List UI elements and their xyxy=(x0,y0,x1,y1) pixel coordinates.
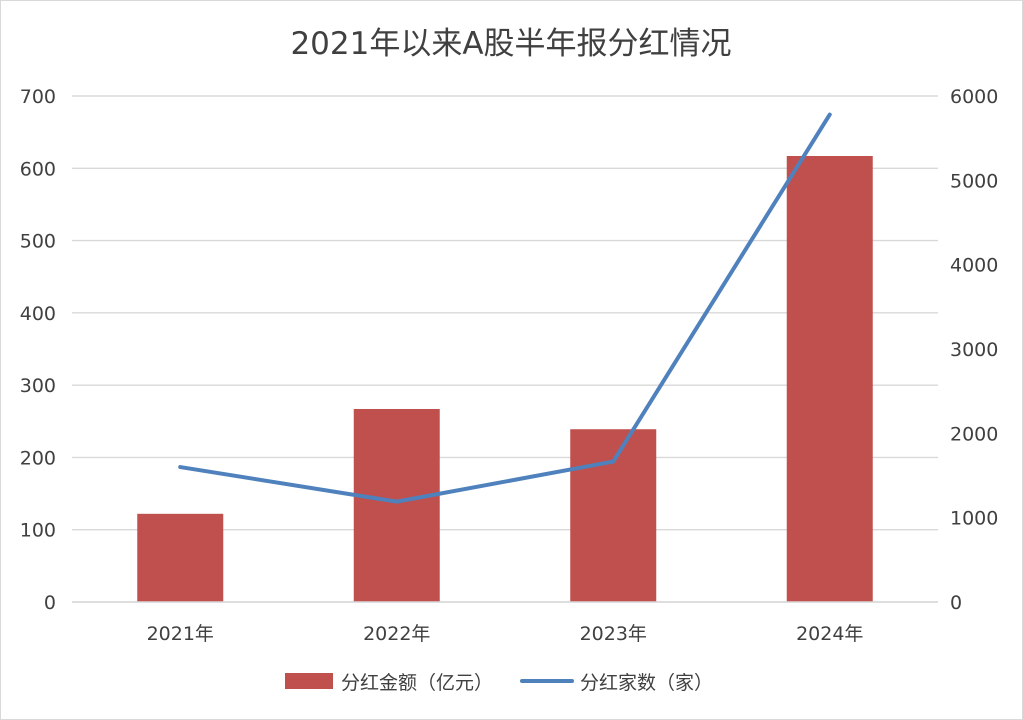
y-right-tick-label: 4000 xyxy=(950,255,998,277)
bar-2023年 xyxy=(570,429,657,602)
x-category-label: 2021年 xyxy=(147,623,214,645)
y-right-tick-label: 5000 xyxy=(950,170,998,192)
bar-series xyxy=(137,155,873,603)
y-left-tick-label: 100 xyxy=(20,520,56,542)
y-left-tick-label: 700 xyxy=(20,86,56,108)
bar-2024年 xyxy=(786,155,873,603)
legend: 分红金额（亿元） 分红家数（家） xyxy=(285,672,713,694)
line-point-2024年 xyxy=(828,113,831,116)
y-right-tick-label: 3000 xyxy=(950,339,998,361)
legend-bar-swatch xyxy=(285,673,333,689)
chart-title: 2021年以来A股半年报分红情况 xyxy=(290,26,731,62)
bar-2022年 xyxy=(353,408,440,602)
y-left-tick-label: 300 xyxy=(20,375,56,397)
y-left-tick-label: 0 xyxy=(44,592,56,614)
line-series xyxy=(178,112,832,504)
x-category-label: 2023年 xyxy=(580,623,647,645)
axes: 0 100 200 300 400 500 600 700 0 1000 2000 3000 4000 5… xyxy=(20,86,999,645)
y-left-tick-label: 200 xyxy=(20,447,56,469)
line-point-2021年 xyxy=(179,466,182,469)
y-left-tick-label: 600 xyxy=(20,158,56,180)
y-right-tick-label: 6000 xyxy=(950,86,998,108)
y-right-tick-label: 0 xyxy=(950,592,962,614)
legend-bar-label: 分红金额（亿元） xyxy=(341,672,493,694)
line-point-2023年 xyxy=(612,460,615,463)
legend-line-label: 分红家数（家） xyxy=(580,672,713,694)
y-right-tick-label: 2000 xyxy=(950,423,998,445)
y-right-tick-label: 1000 xyxy=(950,508,998,530)
y-left-tick-label: 500 xyxy=(20,231,56,253)
x-category-label: 2022年 xyxy=(363,623,430,645)
y-left-tick-label: 400 xyxy=(20,303,56,325)
line-point-2022年 xyxy=(395,500,398,503)
line-series-path xyxy=(178,112,832,504)
x-category-label: 2024年 xyxy=(796,623,863,645)
bar-2021年 xyxy=(137,513,224,602)
